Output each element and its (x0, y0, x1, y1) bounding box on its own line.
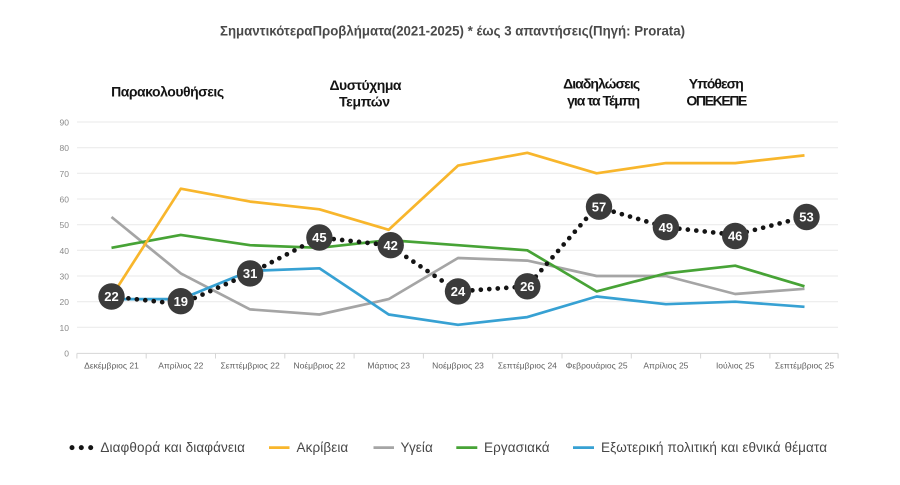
svg-text:40: 40 (60, 246, 70, 256)
svg-text:για τα Τέμπη: για τα Τέμπη (567, 92, 640, 108)
svg-text:Σεπτέμβριος 25: Σεπτέμβριος 25 (775, 361, 834, 371)
svg-text:Ιούλιος 25: Ιούλιος 25 (716, 361, 755, 371)
svg-text:Δυστύχημα: Δυστύχημα (330, 77, 402, 93)
svg-text:22: 22 (104, 289, 118, 304)
svg-text:Φεβρουάριος 25: Φεβρουάριος 25 (566, 361, 628, 371)
svg-text:30: 30 (60, 272, 70, 282)
svg-text:50: 50 (60, 220, 70, 230)
svg-text:Νοέμβριος 23: Νοέμβριος 23 (432, 361, 484, 371)
svg-text:Απρίλιος 22: Απρίλιος 22 (158, 361, 203, 371)
svg-text:20: 20 (60, 297, 70, 307)
svg-text:Διαδηλώσεις: Διαδηλώσεις (563, 76, 640, 92)
svg-text:53: 53 (799, 210, 813, 225)
svg-text:Σεπτέμβριος 22: Σεπτέμβριος 22 (220, 361, 279, 371)
svg-text:Ακρίβεια: Ακρίβεια (297, 440, 349, 455)
svg-text:49: 49 (659, 220, 673, 235)
svg-text:57: 57 (592, 199, 606, 214)
svg-text:80: 80 (60, 143, 70, 153)
svg-text:Εξωτερική πολιτική και εθνικά: Εξωτερική πολιτική και εθνικά θέματα (601, 440, 827, 455)
svg-text:0: 0 (64, 349, 69, 359)
svg-text:Παρακολουθήσεις: Παρακολουθήσεις (111, 84, 224, 100)
svg-text:46: 46 (728, 229, 742, 244)
svg-text:Διαφθορά και διαφάνεια: Διαφθορά και διαφάνεια (100, 440, 245, 455)
svg-text:Δεκέμβριος 21: Δεκέμβριος 21 (84, 361, 139, 371)
svg-text:70: 70 (60, 169, 70, 179)
svg-text:26: 26 (520, 279, 534, 294)
svg-text:Απρίλιος 25: Απρίλιος 25 (643, 361, 688, 371)
svg-text:10: 10 (60, 323, 70, 333)
svg-text:ΟΠΕΚΕΠΕ: ΟΠΕΚΕΠΕ (686, 93, 747, 109)
svg-text:Υπόθεση: Υπόθεση (689, 76, 744, 92)
svg-text:ΣημαντικότεραΠροβλήματα(2021-2: ΣημαντικότεραΠροβλήματα(2021-2025) * έως… (220, 23, 685, 39)
svg-text:Νοέμβριος 22: Νοέμβριος 22 (293, 361, 345, 371)
svg-text:19: 19 (174, 294, 188, 309)
svg-text:45: 45 (312, 230, 326, 245)
svg-text:Υγεία: Υγεία (401, 440, 434, 455)
svg-text:60: 60 (60, 195, 70, 205)
svg-text:Εργασιακά: Εργασιακά (484, 440, 550, 455)
svg-text:Μάρτιος 23: Μάρτιος 23 (367, 361, 410, 371)
svg-text:90: 90 (60, 118, 70, 128)
svg-text:Τεμπών: Τεμπών (339, 94, 390, 110)
svg-text:24: 24 (451, 284, 466, 299)
svg-text:42: 42 (383, 238, 397, 253)
svg-text:31: 31 (243, 266, 257, 281)
svg-text:Σεπτέμβριος 24: Σεπτέμβριος 24 (498, 361, 557, 371)
